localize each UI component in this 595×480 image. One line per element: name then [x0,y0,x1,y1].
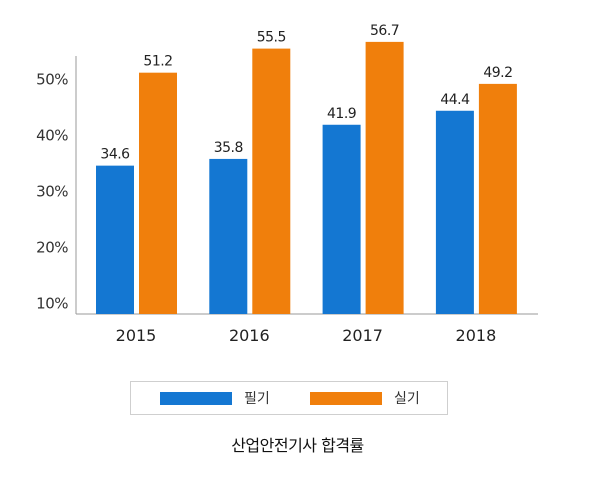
data-label: 44.4 [440,92,470,108]
legend-item-series-1: 필기 [160,382,270,414]
bar-1-2016 [209,158,248,314]
chart-bars [96,41,517,315]
y-axis-ticks: 10% 20% 30% 40% 50% [36,70,69,312]
y-tick-label: 10% [36,294,68,312]
bar-2-2016 [252,48,291,314]
legend-label-series-2: 실기 [394,391,420,407]
y-tick-label: 20% [36,238,68,256]
chart-title: 산업안전기사 합격률 [231,436,364,455]
bar-2-2015 [139,72,177,315]
bar-1-2015 [96,165,134,314]
legend-swatch-series-2 [310,391,382,405]
legend-label-series-1: 필기 [244,391,270,407]
bar-2-2017 [365,41,404,314]
x-tick-label: 2018 [456,326,497,345]
data-label: 56.7 [370,23,399,39]
legend-swatch-series-1 [160,391,232,405]
bar-1-2018 [435,110,474,314]
data-label: 49.2 [483,65,512,81]
y-tick-label: 30% [36,182,68,200]
data-labels: 34.6 51.2 35.8 55.5 41.9 56.7 44.4 49.2 [100,23,513,163]
data-label: 51.2 [143,54,172,70]
legend-item-series-2: 실기 [310,382,420,414]
x-tick-label: 2017 [342,326,383,345]
data-label: 41.9 [327,106,356,122]
bar-2-2018 [478,83,517,314]
y-tick-label: 50% [36,70,68,88]
data-label: 34.6 [100,147,130,163]
data-label: 55.5 [257,30,286,46]
x-axis-categories: 2015 2016 2017 2018 [116,326,497,345]
bar-1-2017 [322,124,361,314]
data-label: 35.8 [214,140,243,156]
x-tick-label: 2016 [229,326,270,345]
y-tick-label: 40% [36,126,68,144]
legend: 필기 실기 [130,381,448,415]
x-tick-label: 2015 [116,326,157,345]
